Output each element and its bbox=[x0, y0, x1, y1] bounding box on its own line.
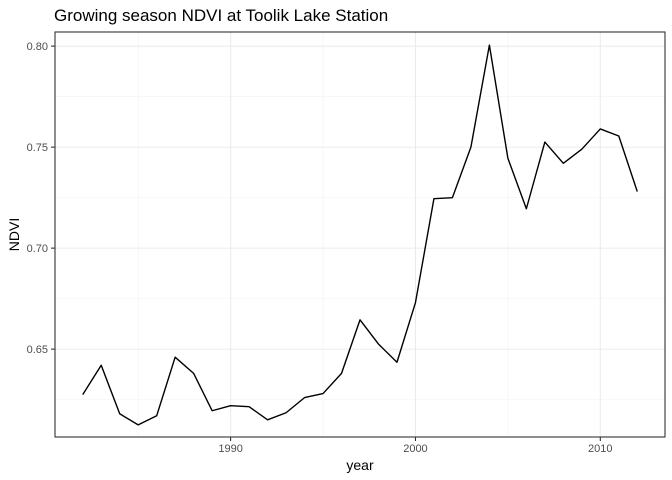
chart-title: Growing season NDVI at Toolik Lake Stati… bbox=[54, 6, 388, 25]
plot-panel bbox=[55, 32, 665, 437]
series-layer bbox=[82, 44, 638, 426]
x-tick-label: 2000 bbox=[403, 443, 427, 455]
x-tick-label: 2010 bbox=[588, 443, 612, 455]
y-tick-label: 0.70 bbox=[27, 243, 48, 255]
minor-gridlines bbox=[55, 32, 665, 437]
y-axis-title: NDVI bbox=[6, 218, 22, 251]
y-tick-label: 0.80 bbox=[27, 41, 48, 53]
panel-border bbox=[54, 31, 666, 438]
x-axis: 1990 2000 2010 bbox=[218, 437, 613, 455]
ndvi-series-line bbox=[82, 44, 638, 426]
x-tick-label: 1990 bbox=[218, 443, 242, 455]
x-axis-title: year bbox=[346, 457, 374, 473]
y-tick-label: 0.65 bbox=[27, 344, 48, 356]
y-axis: 0.65 0.70 0.75 0.80 bbox=[27, 41, 55, 356]
major-gridlines bbox=[55, 32, 665, 437]
y-tick-label: 0.75 bbox=[27, 142, 48, 154]
